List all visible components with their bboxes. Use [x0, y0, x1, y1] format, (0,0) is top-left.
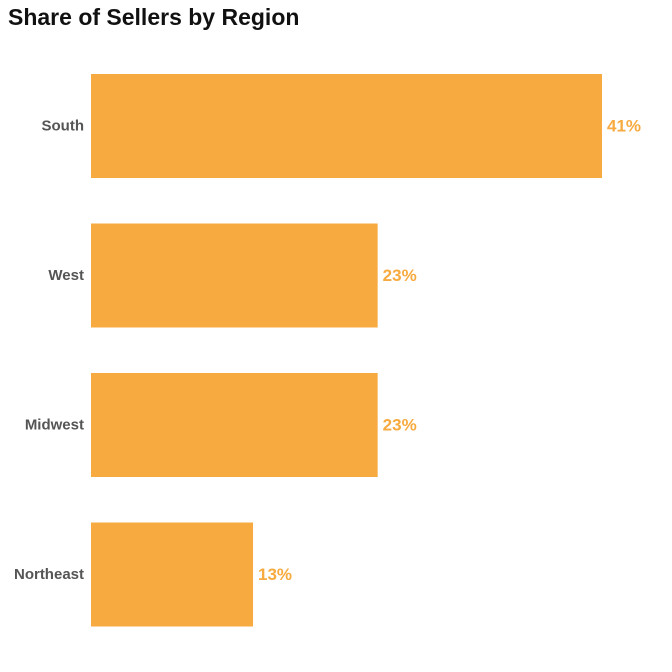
value-label-south: 41%	[607, 117, 641, 136]
bar-west	[91, 223, 378, 328]
bars-layer	[91, 74, 602, 627]
category-label-northeast: Northeast	[14, 566, 84, 583]
category-label-south: South	[42, 118, 85, 135]
bar-northeast	[91, 522, 254, 627]
labels-layer: South 41% West 23% Midwest 23% Northeast 13%	[14, 117, 641, 585]
category-label-midwest: Midwest	[25, 417, 84, 434]
bar-midwest	[91, 373, 378, 477]
category-label-west: West	[48, 267, 84, 284]
value-label-west: 23%	[383, 266, 417, 285]
value-label-midwest: 23%	[383, 416, 417, 435]
bar-south	[91, 74, 602, 178]
value-label-northeast: 13%	[258, 565, 292, 584]
chart-title: Share of Sellers by Region	[8, 4, 300, 30]
